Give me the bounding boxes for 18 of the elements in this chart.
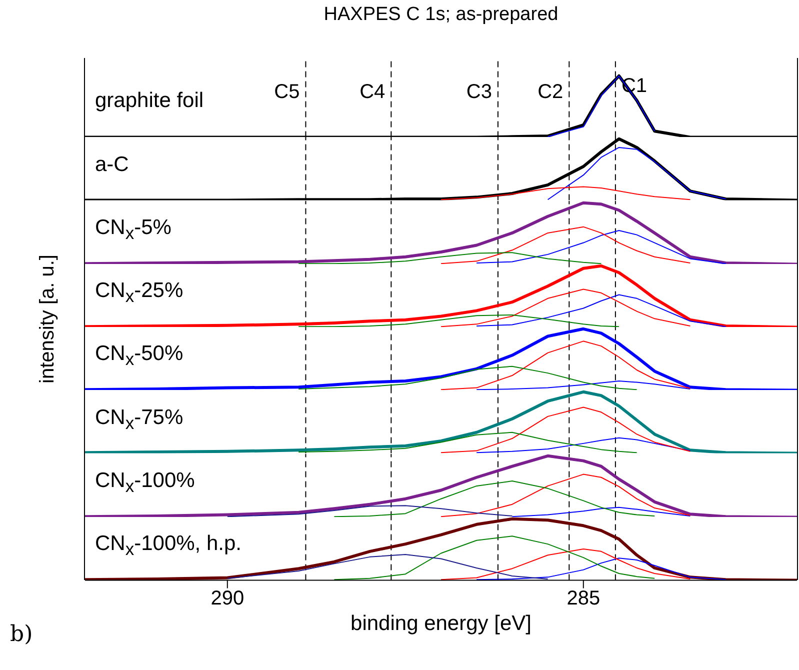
text: b) bbox=[10, 622, 33, 647]
annotation: CN$_{x}$-100% bbox=[95, 468, 195, 497]
x-tick-label: 285 bbox=[566, 587, 600, 610]
annotation: CN$_{x}$-25% bbox=[95, 279, 184, 308]
ref-line-label: C4 bbox=[360, 81, 386, 103]
x-axis-title: binding energy [eV] bbox=[350, 612, 532, 636]
annotation: CN$_{x}$-100%, h.p. bbox=[95, 532, 242, 560]
annotation: CN$_{x}$-75% bbox=[95, 406, 184, 434]
y-axis-title: intensity [a. u.] bbox=[36, 254, 60, 384]
chart-title: HAXPES C 1s; as-prepared bbox=[322, 4, 560, 26]
ref-line-label: C2 bbox=[538, 81, 564, 103]
annotation: a-C bbox=[95, 152, 129, 176]
annotation: CN$_{x}$-50% bbox=[95, 342, 184, 370]
x-tick-label: 290 bbox=[210, 587, 244, 610]
annotation: CN$_{x}$-5% bbox=[95, 216, 172, 244]
annotation: graphite foil bbox=[95, 89, 204, 114]
ref-line-label: C3 bbox=[466, 81, 492, 103]
ref-line-label: C5 bbox=[274, 81, 300, 103]
